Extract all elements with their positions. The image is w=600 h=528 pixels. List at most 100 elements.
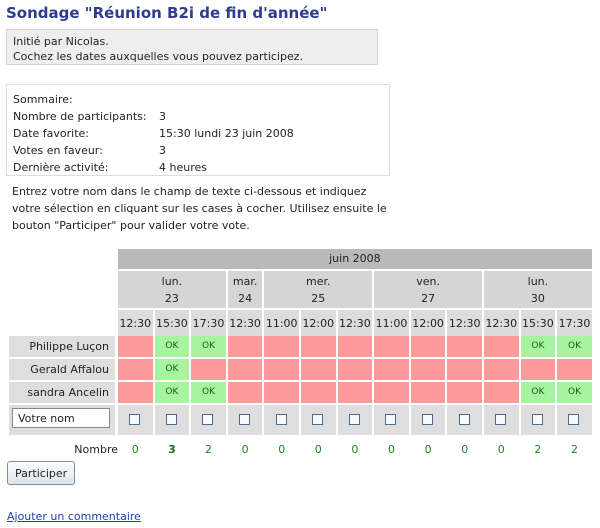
vote-checkbox-cell [484,405,519,435]
participant-name: sandra Ancelin [9,382,115,403]
total-count: 2 [570,443,578,456]
vote-no-cell [374,336,409,357]
vote-checkbox-cell [118,405,153,435]
summary-box: Sommaire: Nombre de participants: 3 Date… [6,84,390,176]
day-date: 27 [421,292,436,305]
total-count: 0 [314,443,322,456]
vote-no-cell [374,382,409,403]
time-header: 11:00 [374,310,409,337]
summary-label: Dernière activité: [13,161,109,174]
vote-checkbox[interactable] [495,414,507,425]
vote-no-cell [374,359,409,380]
total-count: 0 [424,443,432,456]
vote-ok-cell: OK [557,336,592,357]
vote-checkbox[interactable] [129,414,141,425]
vote-no-cell [191,359,226,380]
vote-no-cell [337,336,373,357]
vote-no-cell [264,382,299,403]
total-count: 3 [168,443,176,456]
time-header: 12:30 [227,310,263,337]
vote-checkbox-cell [447,405,482,435]
vote-checkbox[interactable] [458,414,470,425]
participate-button[interactable]: Participer [7,461,76,485]
time-header: 11:00 [264,310,299,337]
vote-no-cell [410,359,446,380]
vote-no-cell [301,359,336,380]
time-header: 12:00 [301,310,336,337]
name-input[interactable] [12,408,110,428]
vote-no-cell [118,382,153,403]
vote-ok-cell: OK [154,336,190,357]
summary-row: Date favorite: 15:30 lundi 23 juin 2008 [13,125,383,142]
vote-no-cell [337,382,373,403]
intro-instruction: Cochez les dates auxquelles vous pouvez … [13,50,304,63]
vote-checkbox-cell [154,405,190,435]
vote-checkbox[interactable] [348,414,360,425]
day-header: ven. 27 [374,271,482,308]
vote-checkbox-cell [337,405,373,435]
poll-intro: Initié par Nicolas. Cochez les dates aux… [6,29,378,65]
vote-no-cell [337,359,373,380]
vote-no-cell [118,336,153,357]
vote-checkbox[interactable] [202,414,214,425]
day-header: mar. 24 [227,271,263,308]
day-header: mer. 25 [264,271,373,308]
totals-label: Nombre [74,443,118,456]
vote-ok-cell: OK [520,382,556,403]
time-header: 12:30 [447,310,482,337]
day-of-week: lun. [527,275,549,288]
participant-name: Gerald Affalou [9,359,115,380]
vote-ok-cell: OK [191,382,226,403]
vote-checkbox[interactable] [385,414,397,425]
vote-no-cell [301,382,336,403]
page-title: Sondage "Réunion B2i de fin d'année" [6,4,328,22]
time-header: 17:30 [191,310,226,337]
time-header: 12:30 [118,310,153,337]
total-count: 0 [241,443,249,456]
summary-label: Votes en faveur: [13,144,103,157]
vote-no-cell [227,359,263,380]
summary-row: Nombre de participants: 3 [13,108,383,125]
total-count: 0 [461,443,469,456]
total-count: 0 [278,443,286,456]
vote-no-cell [484,336,519,357]
summary-heading: Sommaire: [13,93,73,106]
day-date: 25 [311,292,326,305]
vote-checkbox[interactable] [422,414,434,425]
vote-ok-cell: OK [520,336,556,357]
add-comment-link[interactable]: Ajouter un commentaire [7,510,141,523]
vote-no-cell [301,336,336,357]
vote-no-cell [227,336,263,357]
vote-checkbox-cell [520,405,556,435]
time-header: 15:30 [154,310,190,337]
summary-label: Nombre de participants: [13,110,147,123]
day-of-week: lun. [161,275,183,288]
day-header: lun. 30 [484,271,592,308]
day-date: 30 [530,292,545,305]
vote-no-cell [410,336,446,357]
vote-checkbox-cell [301,405,336,435]
instructions-text: Entrez votre nom dans le champ de texte … [12,185,387,232]
vote-checkbox-cell [410,405,446,435]
total-count: 0 [387,443,395,456]
vote-checkbox[interactable] [531,414,543,425]
name-input-cell [9,405,115,435]
time-header: 17:30 [557,310,592,337]
total-count: 2 [534,443,542,456]
vote-checkbox[interactable] [165,414,177,425]
participant-name: Philippe Luçon [9,336,115,357]
intro-initiator: Initié par Nicolas. [13,35,109,48]
summary-value: 4 heures [159,161,207,174]
day-of-week: mar. [232,275,258,288]
vote-checkbox[interactable] [568,414,580,425]
vote-no-cell [484,359,519,380]
vote-no-cell [447,359,482,380]
vote-checkbox[interactable] [275,414,287,425]
vote-no-cell [520,359,556,380]
vote-checkbox[interactable] [312,414,324,425]
summary-label: Date favorite: [13,127,90,140]
summary-value: 3 [159,144,166,157]
vote-checkbox[interactable] [239,414,251,425]
time-header: 12:30 [484,310,519,337]
vote-no-cell [484,382,519,403]
